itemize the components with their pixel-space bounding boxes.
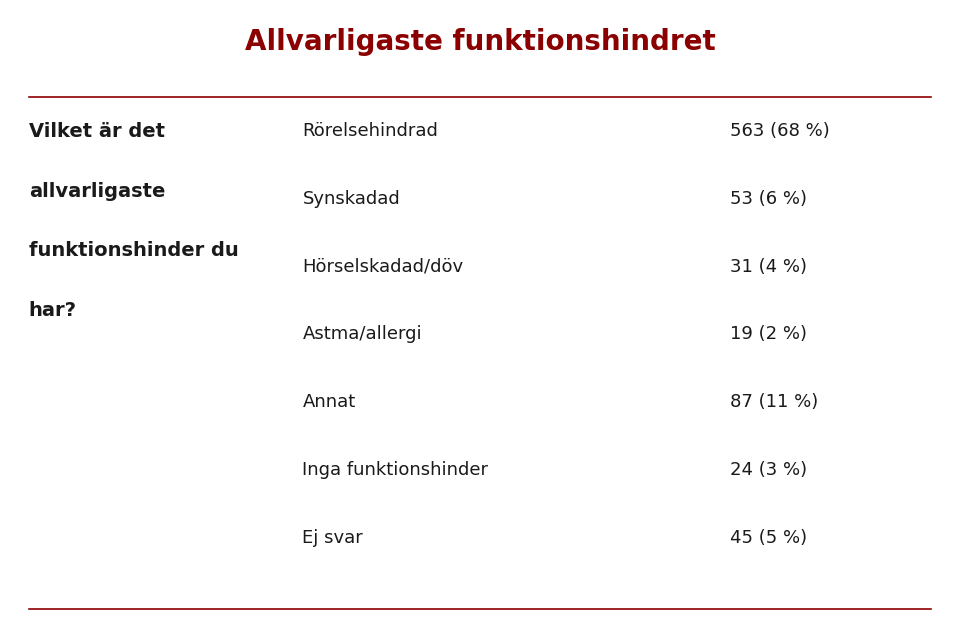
Text: Ej svar: Ej svar <box>302 529 363 547</box>
Text: Inga funktionshinder: Inga funktionshinder <box>302 461 489 479</box>
Text: 45 (5 %): 45 (5 %) <box>730 529 806 547</box>
Text: 31 (4 %): 31 (4 %) <box>730 258 806 276</box>
Text: 24 (3 %): 24 (3 %) <box>730 461 806 479</box>
Text: 19 (2 %): 19 (2 %) <box>730 325 806 344</box>
Text: Rörelsehindrad: Rörelsehindrad <box>302 122 439 140</box>
Text: Synskadad: Synskadad <box>302 190 400 208</box>
Text: allvarligaste: allvarligaste <box>29 182 165 201</box>
Text: funktionshinder du: funktionshinder du <box>29 241 238 260</box>
Text: Allvarligaste funktionshindret: Allvarligaste funktionshindret <box>245 28 715 56</box>
Text: 53 (6 %): 53 (6 %) <box>730 190 806 208</box>
Text: 87 (11 %): 87 (11 %) <box>730 393 818 411</box>
Text: Hörselskadad/döv: Hörselskadad/döv <box>302 258 464 276</box>
Text: Astma/allergi: Astma/allergi <box>302 325 422 344</box>
Text: 563 (68 %): 563 (68 %) <box>730 122 829 140</box>
Text: Vilket är det: Vilket är det <box>29 122 165 141</box>
Text: Annat: Annat <box>302 393 355 411</box>
Text: har?: har? <box>29 301 77 320</box>
